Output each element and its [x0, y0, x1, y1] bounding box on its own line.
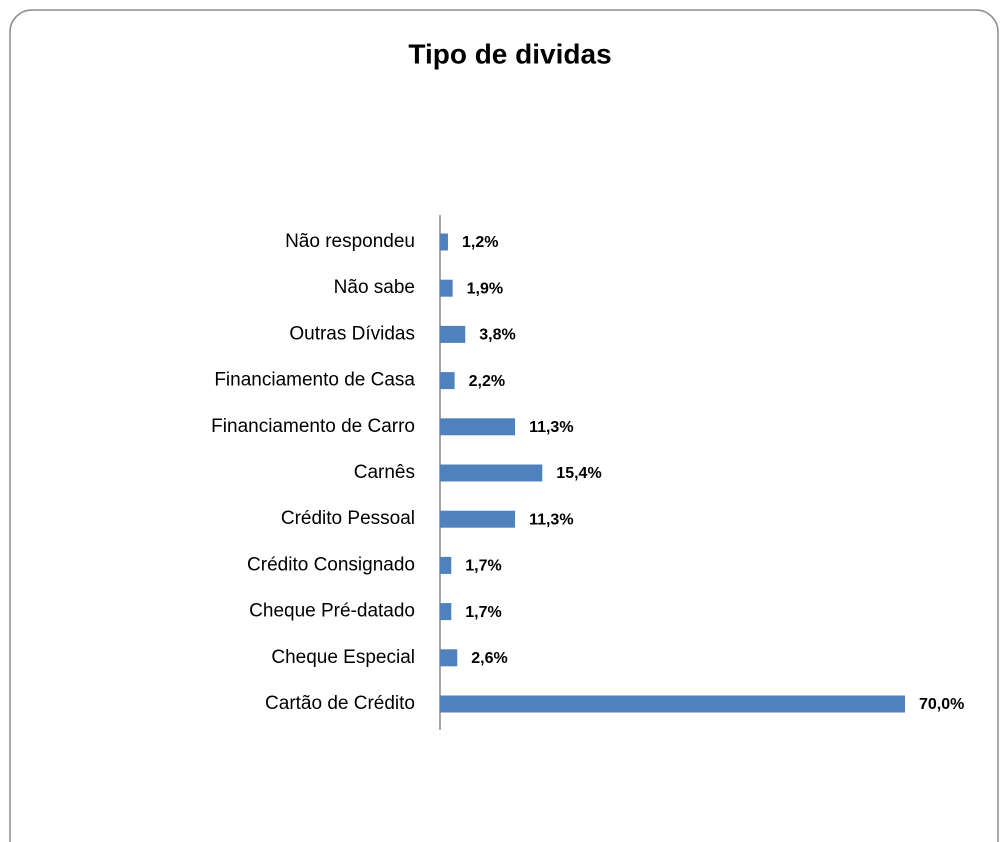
bar — [440, 603, 452, 621]
bar — [440, 325, 466, 343]
bar — [440, 556, 452, 574]
data-label: 15,4% — [556, 465, 601, 482]
data-label: 70,0% — [919, 696, 964, 713]
y-tick-label: Crédito Consignado — [247, 554, 415, 575]
bar — [440, 510, 516, 528]
y-tick-label: Cartão de Crédito — [265, 693, 415, 714]
y-tick-label: Cheque Especial — [271, 647, 415, 668]
y-tick-label: Outras Dívidas — [289, 323, 415, 344]
y-tick-label: Não sabe — [334, 277, 415, 298]
bar — [440, 233, 448, 251]
data-label: 1,9% — [467, 280, 503, 297]
y-tick-label: Não respondeu — [285, 231, 415, 252]
bar — [440, 695, 905, 713]
bar — [440, 418, 516, 436]
y-tick-label: Cheque Pré-datado — [249, 601, 415, 622]
data-label: 1,7% — [465, 604, 501, 621]
bar — [440, 372, 455, 390]
data-label: 2,2% — [469, 373, 505, 390]
data-label: 11,3% — [529, 419, 573, 436]
chart-title: Tipo de dividas — [408, 38, 611, 69]
bar — [440, 279, 453, 297]
data-label: 1,2% — [462, 234, 498, 251]
y-tick-label: Carnês — [354, 462, 415, 483]
y-tick-label: Financiamento de Carro — [211, 416, 415, 437]
bar — [440, 649, 458, 667]
bar — [440, 464, 543, 482]
data-label: 1,7% — [465, 558, 501, 575]
data-label: 3,8% — [479, 327, 515, 344]
data-label: 2,6% — [471, 650, 507, 667]
y-tick-label: Crédito Pessoal — [281, 508, 415, 529]
y-tick-label: Financiamento de Casa — [214, 370, 415, 391]
data-label: 11,3% — [529, 511, 573, 528]
